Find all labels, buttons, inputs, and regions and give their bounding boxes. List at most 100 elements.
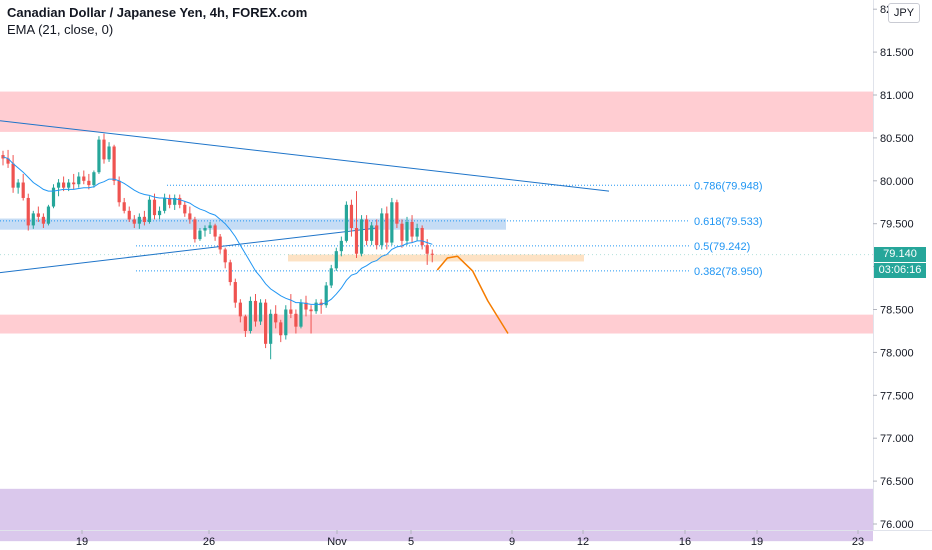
price-zone bbox=[0, 488, 873, 542]
candle-body bbox=[329, 268, 333, 286]
candle-body bbox=[324, 285, 328, 306]
candle-body bbox=[258, 302, 263, 322]
candle-body bbox=[198, 230, 202, 240]
price-tick-label: 81.000 bbox=[880, 90, 914, 102]
time-tick-label: 19 bbox=[751, 536, 763, 548]
price-zone bbox=[0, 91, 873, 132]
candle-body bbox=[274, 313, 278, 323]
time-tick-label: 16 bbox=[679, 536, 691, 548]
candle-body bbox=[420, 227, 424, 246]
price-tick-label: 81.500 bbox=[880, 47, 914, 59]
candle-body bbox=[1, 155, 5, 159]
candle-body bbox=[56, 182, 61, 188]
candle-body bbox=[233, 282, 237, 303]
trendline bbox=[0, 227, 377, 274]
candle-body bbox=[380, 213, 384, 246]
candle-body bbox=[117, 180, 121, 203]
candle-body bbox=[425, 245, 429, 254]
time-axis[interactable]: 19 26 Nov 5 9 12 16 19 23 bbox=[76, 530, 864, 548]
candle-body bbox=[82, 176, 86, 181]
candle-body bbox=[284, 309, 288, 336]
candle-body bbox=[228, 262, 232, 283]
candle-body bbox=[92, 172, 96, 186]
fib-level-label: 0.786(79.948) bbox=[694, 180, 763, 192]
candle-body bbox=[193, 219, 197, 240]
projection-path bbox=[436, 255, 509, 334]
time-tick-label: 26 bbox=[203, 536, 215, 548]
zones-layer bbox=[0, 91, 873, 542]
candle-body bbox=[365, 219, 369, 241]
candle-body bbox=[299, 302, 303, 327]
candle-body bbox=[168, 197, 172, 205]
candle-body bbox=[208, 225, 212, 228]
candle-body bbox=[77, 176, 81, 185]
candle-body bbox=[16, 182, 20, 188]
candle-body bbox=[178, 197, 182, 205]
candle-body bbox=[395, 202, 399, 224]
candle-body bbox=[405, 221, 409, 241]
candle-body bbox=[294, 313, 298, 327]
candle-body bbox=[314, 302, 318, 312]
candle-body bbox=[122, 202, 126, 211]
time-tick-label: 12 bbox=[577, 536, 589, 548]
fib-level-label: 0.618(79.533) bbox=[694, 216, 763, 228]
candle-body bbox=[31, 213, 35, 226]
candle-body bbox=[223, 249, 227, 263]
trendline bbox=[0, 120, 610, 192]
candle-body bbox=[6, 158, 10, 164]
candle-body bbox=[309, 309, 313, 312]
price-tick-label: 76.000 bbox=[880, 519, 914, 531]
fib-level-label: 0.382(78.950) bbox=[694, 266, 763, 278]
candle-body bbox=[142, 216, 146, 222]
candle-body bbox=[152, 199, 157, 216]
candle-body bbox=[72, 182, 76, 185]
price-zone bbox=[288, 254, 584, 262]
chart-legend: Canadian Dollar / Japanese Yen, 4h, FORE… bbox=[7, 5, 307, 37]
candle-body bbox=[375, 225, 379, 246]
candle-body bbox=[163, 197, 167, 211]
candle-body bbox=[269, 313, 273, 344]
time-tick-label: 19 bbox=[76, 536, 88, 548]
price-tick-label: 78.500 bbox=[880, 305, 914, 317]
candle-body bbox=[51, 187, 56, 207]
candle-body bbox=[36, 213, 40, 217]
time-tick-label: 23 bbox=[852, 536, 864, 548]
candle-body bbox=[400, 223, 404, 241]
candle-body bbox=[359, 219, 364, 254]
candle-body bbox=[183, 204, 187, 214]
candle-body bbox=[147, 199, 152, 222]
candle-body bbox=[243, 316, 247, 331]
price-tick-label: 80.000 bbox=[880, 176, 914, 188]
price-tick-label: 78.000 bbox=[880, 347, 914, 359]
currency-button[interactable]: JPY bbox=[888, 3, 920, 23]
candle-body bbox=[339, 240, 343, 252]
fib-level-label: 0.5(79.242) bbox=[694, 241, 750, 253]
candle-body bbox=[62, 182, 66, 188]
bar-countdown-tag: 03:06:16 bbox=[874, 262, 926, 278]
candle-body bbox=[203, 227, 207, 231]
projection-layer bbox=[436, 255, 509, 334]
candle-body bbox=[410, 221, 414, 237]
candle-body bbox=[238, 302, 242, 317]
indicator-label[interactable]: EMA (21, close, 0) bbox=[7, 22, 114, 37]
candle-body bbox=[289, 309, 293, 314]
candle-body bbox=[385, 213, 389, 243]
candle-body bbox=[67, 182, 71, 188]
candle-body bbox=[11, 163, 15, 188]
candle-body bbox=[41, 216, 45, 224]
symbol-title[interactable]: Canadian Dollar / Japanese Yen, 4h, FORE… bbox=[7, 5, 308, 20]
last-price-tag: 79.140 bbox=[874, 246, 926, 262]
candle-body bbox=[112, 146, 116, 181]
candle-body bbox=[334, 251, 338, 269]
candle-body bbox=[137, 216, 141, 224]
ema-layer bbox=[2, 156, 433, 305]
candle-body bbox=[253, 300, 258, 322]
ema-21-line bbox=[2, 156, 433, 305]
time-tick-label: Nov bbox=[327, 536, 347, 548]
candle-body bbox=[21, 182, 25, 198]
candle-body bbox=[430, 253, 434, 255]
trendlines-layer bbox=[0, 120, 873, 274]
candle-body bbox=[107, 146, 111, 160]
candle-body bbox=[87, 180, 91, 186]
